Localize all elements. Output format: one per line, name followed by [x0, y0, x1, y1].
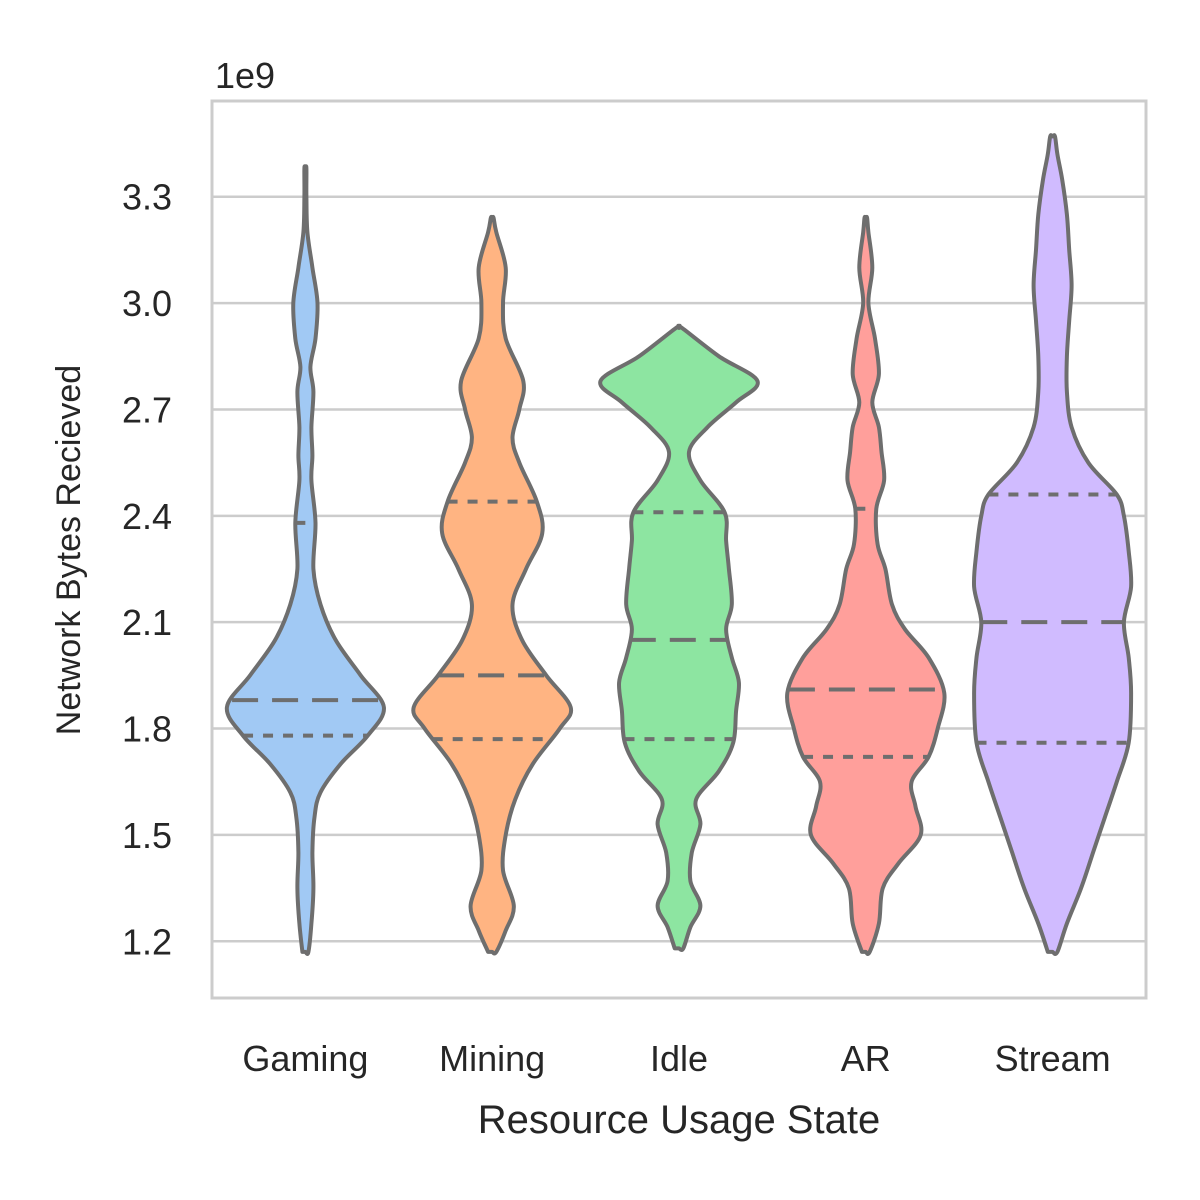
violin-idle [598, 323, 760, 952]
violin-mining [411, 214, 574, 956]
x-tick-label: Gaming [242, 1038, 368, 1079]
y-tick-label: 1.5 [122, 815, 172, 856]
violin-stream [971, 133, 1134, 956]
x-tick-label: Idle [650, 1038, 708, 1079]
x-axis-title: Resource Usage State [478, 1098, 880, 1142]
x-tick-labels: Gaming Mining Idle AR Stream [242, 1038, 1110, 1079]
y-tick-label: 1.2 [122, 921, 172, 962]
y-tick-label: 1.8 [122, 709, 172, 750]
y-tick-label: 2.1 [122, 602, 172, 643]
violin-body [224, 164, 386, 956]
y-offset-label: 1e9 [215, 55, 275, 96]
y-tick-label: 2.7 [122, 389, 172, 430]
plot-frame [210, 99, 1148, 1000]
y-tick-labels: 1.2 1.5 1.8 2.1 2.4 2.7 3.0 3.3 [122, 177, 172, 963]
violin-ar [785, 214, 947, 956]
x-tick-label: AR [841, 1038, 891, 1079]
violin-body [971, 133, 1134, 956]
x-tick-label: Stream [995, 1038, 1111, 1079]
y-tick-label: 3.0 [122, 283, 172, 324]
y-tick-label: 2.4 [122, 496, 172, 537]
violin-body [785, 214, 947, 956]
x-tick-label: Mining [439, 1038, 545, 1079]
violin-body [411, 214, 574, 956]
violin-body [598, 323, 760, 952]
violins [224, 133, 1134, 956]
y-tick-label: 3.3 [122, 177, 172, 218]
y-axis-title: Network Bytes Recieved [50, 365, 88, 735]
violin-gaming [224, 164, 386, 956]
